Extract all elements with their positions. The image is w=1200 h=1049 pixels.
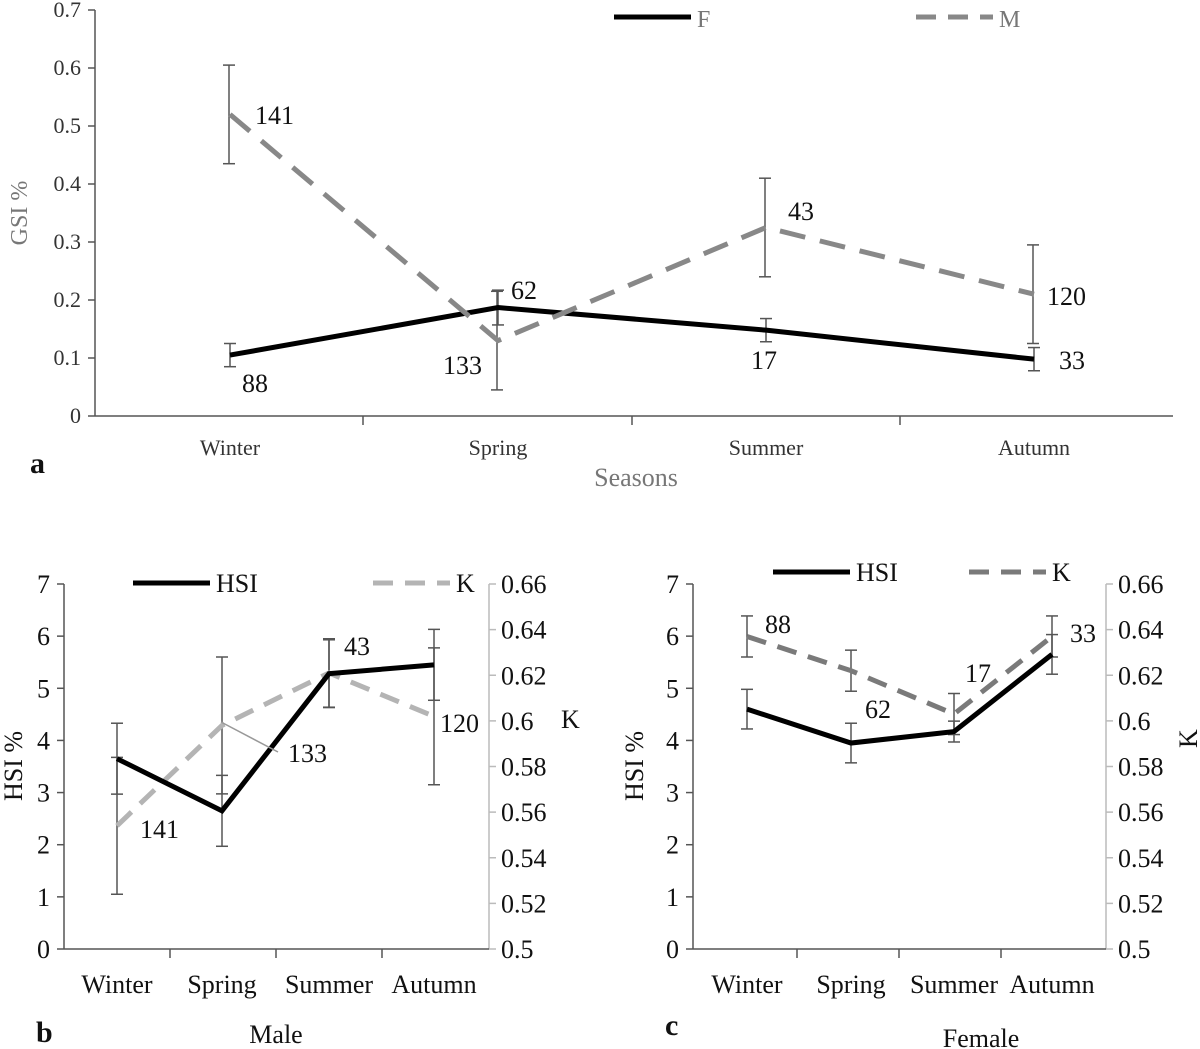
y-tick-label: 5 xyxy=(666,674,679,703)
data-label: 120 xyxy=(440,709,479,738)
y2-tick-label: 0.64 xyxy=(1118,616,1164,645)
x-tick-label: Winter xyxy=(200,435,261,460)
y-axis-title: HSI % xyxy=(620,731,649,801)
series-line-K xyxy=(115,670,435,828)
y2-axis-title: K xyxy=(561,705,580,734)
data-label: 33 xyxy=(1059,346,1085,375)
y-tick-label: 0.3 xyxy=(54,229,82,254)
panel-b: 0 1 2 3 4 5 6 7 0.5 0.52 0.54 0.56 0.58 0.6 0.62 0.64 0.… xyxy=(0,569,580,1049)
y2-tick-label: 0.58 xyxy=(1118,753,1164,782)
data-label: 120 xyxy=(1047,282,1086,311)
y-tick-label: 0.6 xyxy=(54,55,82,80)
x-tick-label: Summer xyxy=(285,970,373,999)
y-tick-label: 6 xyxy=(666,622,679,651)
y-tick-label: 0.7 xyxy=(54,0,82,22)
chart-title: Male xyxy=(249,1020,302,1049)
x-tick-label: Autumn xyxy=(391,970,476,999)
data-label: 88 xyxy=(765,610,791,639)
y2-tick-label: 0.58 xyxy=(501,753,547,782)
y2-tick-label: 0.64 xyxy=(501,616,547,645)
data-label: 33 xyxy=(1070,619,1096,648)
series-line-F xyxy=(229,305,1035,362)
x-tick-label: Spring xyxy=(816,970,885,999)
y-tick-label: 0 xyxy=(70,403,81,428)
chart-title: Female xyxy=(943,1024,1020,1049)
data-label: 141 xyxy=(255,101,294,130)
legend-label: K xyxy=(1052,558,1071,587)
panel-a: 0 0.1 0.2 0.3 0.4 0.5 0.6 0.7 Winter Spring Summer… xyxy=(7,0,1173,492)
y2-tick-label: 0.52 xyxy=(501,889,547,918)
y-tick-label: 4 xyxy=(37,726,50,755)
x-tick-label: Autumn xyxy=(1009,970,1094,999)
y-tick-label: 3 xyxy=(37,779,50,808)
y2-tick-label: 0.66 xyxy=(1118,570,1164,599)
y-tick-label: 1 xyxy=(666,883,679,912)
legend-label: F xyxy=(697,7,710,33)
label-leader-line xyxy=(220,721,279,753)
y-tick-label: 5 xyxy=(37,674,50,703)
panel-letter: a xyxy=(30,447,45,480)
y-axis-title: HSI % xyxy=(0,731,28,801)
x-tick-label: Summer xyxy=(910,970,998,999)
y2-tick-label: 0.62 xyxy=(1118,661,1164,690)
y2-tick-label: 0.5 xyxy=(501,935,534,964)
y2-tick-label: 0.62 xyxy=(501,661,547,690)
data-label: 133 xyxy=(288,739,327,768)
y2-tick-label: 0.66 xyxy=(501,570,547,599)
x-tick-label: Winter xyxy=(711,970,782,999)
y-tick-label: 1 xyxy=(37,883,50,912)
y2-tick-label: 0.6 xyxy=(1118,707,1151,736)
series-line-HSI xyxy=(115,662,435,814)
y-tick-label: 0.1 xyxy=(54,345,82,370)
legend-label: K xyxy=(456,569,475,598)
series-line-M xyxy=(228,112,1035,344)
y-tick-label: 4 xyxy=(666,726,679,755)
y-tick-label: 3 xyxy=(666,779,679,808)
y2-tick-label: 0.52 xyxy=(1118,889,1164,918)
data-label: 17 xyxy=(751,346,777,375)
y2-tick-label: 0.54 xyxy=(501,844,547,873)
panel-letter: c xyxy=(665,1009,678,1042)
x-tick-label: Summer xyxy=(729,435,804,460)
data-label: 17 xyxy=(965,659,991,688)
y-tick-label: 0 xyxy=(666,935,679,964)
y-axis-title: GSI % xyxy=(7,181,33,246)
x-tick-label: Autumn xyxy=(998,435,1070,460)
y-tick-label: 6 xyxy=(37,622,50,651)
x-tick-label: Spring xyxy=(469,435,528,460)
data-label: 62 xyxy=(865,695,891,724)
y-tick-label: 0 xyxy=(37,935,50,964)
data-label: 141 xyxy=(140,815,179,844)
y-tick-label: 0.2 xyxy=(54,287,82,312)
y-tick-label: 7 xyxy=(37,570,50,599)
y2-axis-title: K xyxy=(1174,729,1200,748)
y2-tick-label: 0.56 xyxy=(501,798,547,827)
y-tick-label: 0.4 xyxy=(54,171,82,196)
series-line-K xyxy=(746,634,1054,717)
y-tick-label: 2 xyxy=(666,831,679,860)
y-tick-label: 7 xyxy=(666,570,679,599)
data-label: 62 xyxy=(511,276,537,305)
y-tick-label: 2 xyxy=(37,831,50,860)
legend-label: HSI xyxy=(216,569,258,598)
x-tick-label: Spring xyxy=(187,970,256,999)
data-label: 88 xyxy=(242,369,268,398)
data-label: 43 xyxy=(788,197,814,226)
y-tick-label: 0.5 xyxy=(54,113,82,138)
data-label: 43 xyxy=(344,632,370,661)
data-label: 133 xyxy=(443,351,482,380)
y2-tick-label: 0.5 xyxy=(1118,935,1151,964)
y2-tick-label: 0.56 xyxy=(1118,798,1164,827)
x-axis-title: Seasons xyxy=(594,463,678,492)
x-tick-label: Winter xyxy=(81,970,152,999)
legend-label: M xyxy=(999,7,1020,33)
series-line-HSI xyxy=(746,652,1054,746)
y2-tick-label: 0.6 xyxy=(501,707,534,736)
panel-letter: b xyxy=(36,1016,53,1049)
legend-label: HSI xyxy=(856,558,898,587)
y2-tick-label: 0.54 xyxy=(1118,844,1164,873)
panel-c: 0 1 2 3 4 5 6 7 0.5 0.52 0.54 0.56 0.58 0.6 0.62 0.64 0.… xyxy=(620,558,1200,1049)
